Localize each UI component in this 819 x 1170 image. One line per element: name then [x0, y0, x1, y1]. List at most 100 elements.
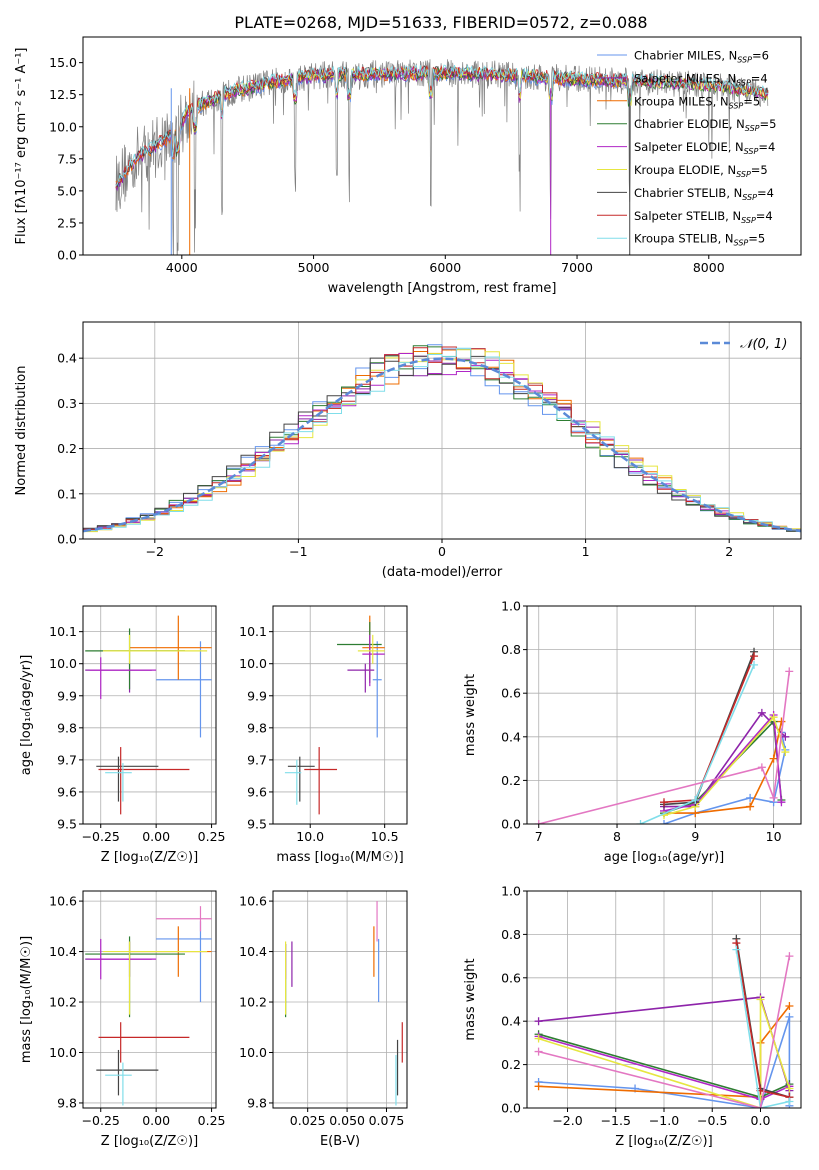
y-tick-label: 0.8	[501, 642, 521, 657]
weight-marker	[785, 1002, 794, 1011]
panel-mass-vs-Z: −0.25 0.00 0.25 9.8 10.0 10.2 10.4 10.6 Z [log₁₀…	[19, 890, 225, 1149]
legend-nssp: =5	[751, 163, 768, 177]
legend-nssp: =5	[760, 117, 777, 131]
weight-marker	[781, 748, 790, 757]
x-tick-label: 8	[613, 829, 621, 844]
y-tick-label: 10.0	[239, 1045, 267, 1060]
x-tick-label: −0.25	[82, 1113, 120, 1128]
weight-marker	[746, 793, 755, 802]
legend-subscript: SSP	[736, 78, 751, 87]
legend-nssp: =5	[748, 232, 765, 246]
y-tick-label: 0.3	[57, 396, 77, 411]
y-tick-label: 10.4	[239, 944, 267, 959]
x-axis-label: Z [log₁₀(Z/Z☉)]	[615, 1134, 712, 1149]
weight-line	[538, 955, 791, 1108]
y-tick-label: 1.0	[501, 599, 521, 614]
weight-marker	[660, 798, 668, 807]
weight-marker	[769, 713, 778, 722]
y-tick-label: 10.2	[49, 995, 77, 1010]
weight-marker	[777, 717, 786, 726]
legend-entry: Salpeter MILES, NSSP=4	[634, 71, 768, 87]
plot-area	[85, 615, 212, 815]
y-axis-label: mass weight	[463, 674, 478, 756]
y-tick-label: 10.0	[239, 656, 267, 671]
x-tick-label: 0.050	[329, 1113, 365, 1128]
x-tick-label: 0.00	[142, 829, 170, 844]
legend-subscript: SSP	[734, 239, 749, 248]
y-tick-label: 9.8	[247, 1095, 267, 1110]
y-axis-label: age [log₁₀(age/yr)]	[19, 655, 34, 776]
plot-area	[285, 901, 403, 1106]
legend-subscript: SSP	[741, 216, 756, 225]
weight-marker	[769, 754, 778, 763]
weight-marker	[785, 952, 794, 961]
weight-marker	[636, 820, 645, 824]
legend-subscript: SSP	[737, 56, 752, 65]
axes-frame	[82, 605, 217, 825]
weight-marker	[534, 1047, 543, 1056]
y-tick-label: 10.1	[239, 624, 267, 639]
weight-marker	[534, 1034, 543, 1043]
histogram-9	[83, 347, 801, 532]
x-tick-label: 0.00	[142, 1113, 170, 1128]
legend-nssp: =4	[758, 140, 775, 154]
y-tick-label: 10.0	[49, 119, 77, 134]
weight-marker	[534, 820, 543, 824]
legend-subscript: SSP	[729, 101, 744, 110]
panel-weight-vs-age: 7 8 9 10 0.0 0.2 0.4 0.6 0.8 1.0 age [log₁₀(age/yr…	[463, 599, 802, 865]
weight-marker	[785, 1012, 794, 1021]
weight-marker	[750, 660, 759, 669]
x-tick-label: 4000	[166, 260, 198, 275]
x-tick-label: 2	[725, 544, 733, 559]
x-tick-label: 9	[691, 829, 699, 844]
weight-marker	[777, 798, 786, 807]
y-tick-label: 10.6	[239, 894, 267, 909]
panel-residuals: −2 −1 0 1 2 0.0 0.1 0.2 0.3 0.4 (data-model)/error…	[14, 321, 802, 580]
legend-subscript: SSP	[744, 147, 759, 156]
x-tick-label: 0.075	[369, 1113, 405, 1128]
weight-line	[735, 938, 790, 1098]
legend-nssp: =4	[756, 209, 773, 223]
plot-area	[534, 647, 794, 824]
axes-frame	[526, 605, 802, 825]
weight-marker	[660, 820, 668, 824]
x-tick-label: −2	[146, 544, 164, 559]
weight-marker	[746, 802, 755, 811]
legend-entry: Kroupa ELODIE, NSSP=5	[634, 163, 768, 179]
y-tick-label: 2.5	[57, 215, 77, 230]
legend-entry: Salpeter ELODIE, NSSP=4	[634, 140, 775, 156]
panel-mass-vs-EBV: 0.025 0.050 0.075 9.8 10.0 10.2 10.4 10.6 E(B-V)	[239, 890, 408, 1149]
legend-subscript: SSP	[736, 170, 751, 179]
weight-line	[663, 715, 787, 817]
y-tick-label: 5.0	[57, 183, 77, 198]
legend-entry: Kroupa STELIB, NSSP=5	[634, 232, 765, 248]
y-axis-label: Normed distribution	[14, 366, 29, 496]
weight-marker	[785, 1097, 794, 1106]
x-tick-label: 10.0	[296, 829, 324, 844]
x-axis-label: wavelength [Angstrom, rest frame]	[328, 281, 557, 296]
weight-marker	[534, 1082, 543, 1091]
plot-area	[85, 906, 212, 1106]
x-axis-label: age [log₁₀(age/yr)]	[604, 850, 725, 865]
weight-line	[735, 942, 790, 1098]
x-tick-label: 0	[438, 544, 446, 559]
legend-entry: 𝒩(0, 1)	[740, 337, 787, 352]
weight-line	[538, 1016, 791, 1108]
normal-reference-curve	[83, 357, 801, 533]
weight-marker	[757, 708, 766, 717]
y-tick-label: 9.8	[57, 720, 77, 735]
weight-line	[735, 949, 790, 1108]
y-tick-label: 0.8	[501, 927, 521, 942]
x-axis-label: Z [log₁₀(Z/Z☉)]	[101, 850, 198, 865]
legend-subscript: SSP	[742, 193, 757, 202]
x-tick-label: 10.5	[371, 829, 399, 844]
x-axis-label: Z [log₁₀(Z/Z☉)]	[101, 1134, 198, 1149]
plot-area	[83, 344, 801, 533]
y-tick-label: 0.0	[57, 532, 77, 547]
x-tick-label: 7000	[561, 260, 593, 275]
plot-area	[284, 615, 385, 815]
legend: Chabrier MILES, NSSP=6 Salpeter MILES, NS…	[597, 49, 776, 248]
figure-title: PLATE=0268, MJD=51633, FIBERID=0572, z=0…	[234, 13, 647, 32]
legend-entry: Chabrier ELODIE, NSSP=5	[634, 117, 776, 133]
